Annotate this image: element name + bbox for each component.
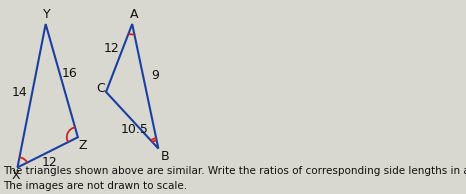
Text: Z: Z	[79, 139, 87, 152]
Text: C: C	[96, 82, 105, 95]
Text: 16: 16	[62, 67, 78, 80]
Text: B: B	[160, 150, 169, 163]
Text: 12: 12	[42, 156, 58, 169]
Text: Y: Y	[43, 8, 50, 21]
Text: 14: 14	[12, 86, 27, 99]
Text: 9: 9	[151, 69, 159, 82]
Text: The images are not drawn to scale.: The images are not drawn to scale.	[3, 181, 187, 191]
Text: X: X	[12, 169, 20, 182]
Text: 12: 12	[103, 42, 119, 55]
Text: A: A	[130, 8, 139, 21]
Text: 10.5: 10.5	[120, 123, 148, 136]
Text: The triangles shown above are similar. Write the ratios of corresponding side le: The triangles shown above are similar. W…	[3, 165, 466, 176]
